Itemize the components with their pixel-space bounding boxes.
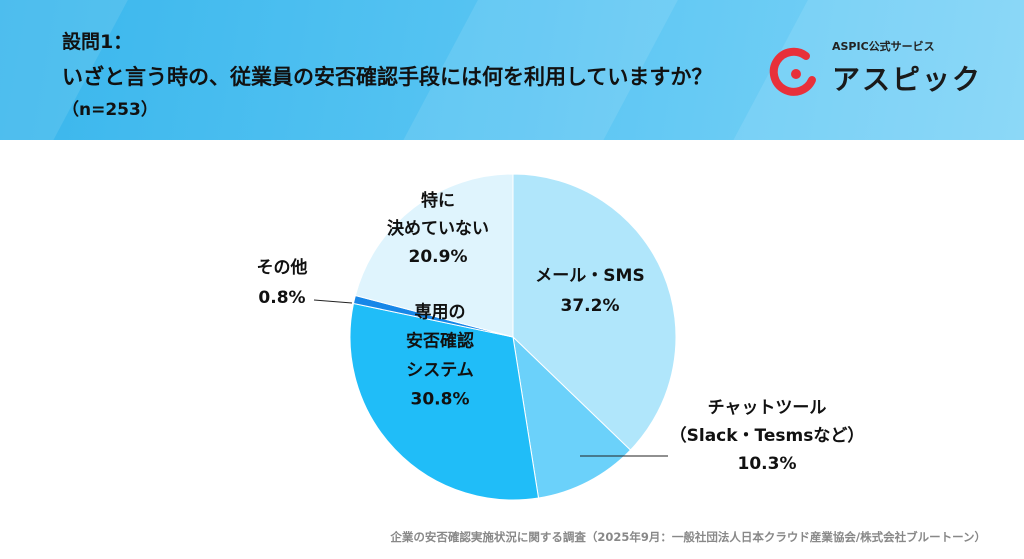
slice-value-label: 30.8% [411,390,470,410]
header-banner: 設問1： いざと言う時の、従業員の安否確認手段には何を利用していますか？ （n=… [0,0,1024,140]
slice-category-label: （Slack・Tesmsなど） [670,425,865,446]
logo-wordmark: アスピック [832,63,983,96]
pie-chart: メール・SMS 37.2% チャットツール （Slack・Tesmsなど） 10.3% 専… [257,173,865,501]
pie-slice [354,173,514,338]
slice-value-label: 10.3% [738,454,797,474]
pie-slice [512,173,677,451]
logo-subtitle: ASPIC公式サービス [832,40,935,53]
slice-value-label: 37.2% [561,296,620,316]
question-title: いざと言う時の、従業員の安否確認手段には何を利用していますか？ [62,65,713,89]
sample-size: （n=253） [62,100,158,120]
slice-category-label: 安否確認 [406,331,474,352]
slice-category-label: 特に [421,190,455,211]
source-note: 企業の安否確認実施状況に関する調査（2025年9月：一般社団法人日本クラウド産業… [390,530,986,544]
pie-slice [349,302,540,501]
slice-value-label: 20.9% [409,247,468,267]
slice-category-label: メール・SMS [535,266,644,286]
slice-value-label: 0.8% [258,288,305,308]
slice-category-label: 決めていない [387,218,489,239]
slice-category-label: システム [406,361,474,381]
aspic-logo: ASPIC公式サービス アスピック [766,36,986,106]
aspic-logo-icon [769,47,816,96]
pie-slice [512,335,632,499]
slice-category-label: 専用の [415,303,466,323]
slice-category-label: その他 [257,257,308,278]
question-number: 設問1： [62,31,133,53]
slice-category-label: チャットツール [708,398,827,418]
leader-line [313,299,353,304]
